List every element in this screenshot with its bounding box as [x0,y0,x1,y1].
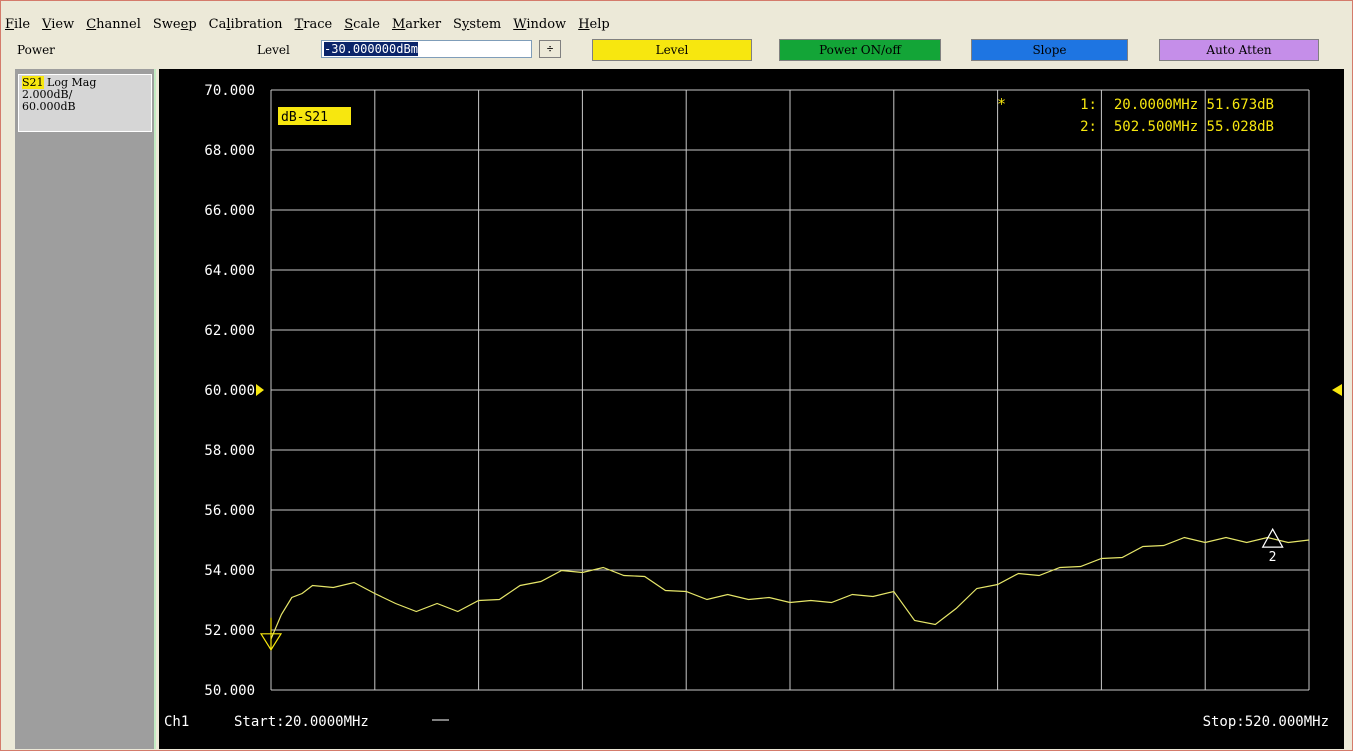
menu-window[interactable]: Window [513,16,567,32]
y-tick-label: 52.000 [204,623,255,639]
power-label: Power [17,43,55,57]
menu-help[interactable]: Help [578,16,610,32]
trace-scale: 2.000dB/ [22,88,73,101]
trace-format: Log Mag [47,76,97,89]
trace-line-s21 [270,536,1310,640]
toolbar: Power Level -30.000000dBm ÷ Level Power … [9,39,1346,63]
marker-2-readout: 2: 502.500MHz 55.028dB [1080,119,1274,135]
trace-param: S21 [22,76,44,89]
reference-level-left-arrow-icon [256,384,264,396]
level-input-value: -30.000000dBm [324,42,418,56]
y-tick-label: 58.000 [204,443,255,459]
y-tick-label: 60.000 [204,383,255,399]
reference-level-right-arrow-icon [1332,384,1342,396]
start-frequency: Start:20.0000MHz [234,714,369,730]
level-label: Level [257,43,290,57]
trace-info-box[interactable]: S21 Log Mag 2.000dB/ 60.000dB [18,74,152,132]
marker-2-number: 2 [1269,550,1277,565]
marker-2-up-triangle-icon [1261,527,1284,548]
menu-sweep[interactable]: Sweep [152,16,197,32]
menu-marker[interactable]: Marker [391,16,442,32]
y-tick-label: 50.000 [204,683,255,699]
menu-file[interactable]: File [5,16,31,32]
y-tick-label: 64.000 [204,263,255,279]
menu-calibration[interactable]: Calibration [208,16,283,32]
y-tick-label: 70.000 [204,83,255,99]
power-toggle-button[interactable]: Power ON/off [779,39,941,61]
y-tick-label: 62.000 [204,323,255,339]
trace-ref-level: 60.000dB [22,100,76,113]
menu-system[interactable]: System [453,16,502,32]
menu-channel[interactable]: Channel [86,16,141,32]
trace-label-bg [278,107,351,125]
level-input[interactable]: -30.000000dBm [321,40,532,58]
menu-view[interactable]: View [42,16,75,32]
active-marker-star-icon: * [997,95,1006,113]
chart-svg: 70.000 68.000 66.000 64.000 62.000 60.000 58.0… [164,83,1342,730]
menu-trace[interactable]: Trace [294,16,333,32]
trace-panel [15,69,156,749]
level-stepper[interactable]: ÷ [539,40,561,58]
chart-area: 70.000 68.000 66.000 64.000 62.000 60.000 58.0… [159,69,1344,749]
level-button[interactable]: Level [592,39,752,61]
trace-label: dB-S21 [281,110,328,125]
y-tick-label: 68.000 [204,143,255,159]
menu-bar: File View Channel Sweep Calibration Trace Scal… [5,13,622,35]
auto-atten-button[interactable]: Auto Atten [1159,39,1319,61]
marker-1-readout: 1: 20.0000MHz 51.673dB [1080,97,1274,113]
stop-frequency: Stop:520.000MHz [1203,714,1329,730]
y-tick-label: 54.000 [204,563,255,579]
channel-label: Ch1 [164,714,189,730]
slope-button[interactable]: Slope [971,39,1128,61]
y-tick-label: 56.000 [204,503,255,519]
y-tick-label: 66.000 [204,203,255,219]
menu-scale[interactable]: Scale [344,16,380,32]
